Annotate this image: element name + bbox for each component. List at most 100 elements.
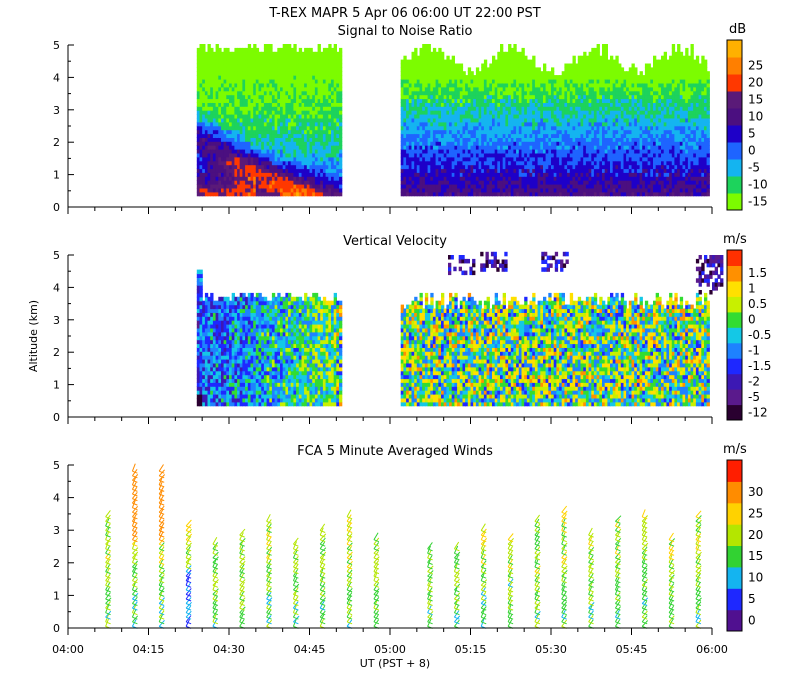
heatmap-cell xyxy=(441,98,445,103)
heatmap-cell xyxy=(304,110,308,115)
heatmap-cell xyxy=(470,94,474,100)
heatmap-cell xyxy=(526,184,531,189)
heatmap-cell xyxy=(255,184,260,189)
heatmap-cell xyxy=(438,176,442,181)
heatmap-cell xyxy=(231,187,235,193)
heatmap-cell xyxy=(400,117,404,123)
heatmap-cell xyxy=(497,137,501,142)
heatmap-cell xyxy=(215,59,219,65)
heatmap-cell xyxy=(207,168,211,173)
heatmap-cell xyxy=(223,117,227,123)
heatmap-cell xyxy=(497,75,501,80)
heatmap-cell xyxy=(207,125,211,131)
heatmap-cell xyxy=(419,125,423,131)
heatmap-cell xyxy=(443,121,447,127)
heatmap-cell xyxy=(422,117,426,123)
heatmap-cell xyxy=(247,102,252,107)
heatmap-cell xyxy=(408,191,413,197)
heatmap-cell xyxy=(282,86,286,92)
heatmap-cell xyxy=(467,90,472,96)
heatmap-cell xyxy=(559,160,563,166)
heatmap-cell xyxy=(285,79,289,84)
heatmap-cell xyxy=(285,55,289,61)
heatmap-cell xyxy=(336,79,340,84)
heatmap-cell xyxy=(419,121,423,127)
heatmap-cell xyxy=(545,187,549,193)
heatmap-cell xyxy=(467,106,472,111)
heatmap-cell xyxy=(451,137,455,142)
heatmap-cell xyxy=(317,149,321,154)
heatmap-cell xyxy=(242,180,246,185)
heatmap-cell xyxy=(296,129,300,135)
heatmap-cell xyxy=(253,79,257,84)
heatmap-cell xyxy=(510,51,515,57)
heatmap-cell xyxy=(556,168,560,173)
heatmap-cell xyxy=(339,145,343,150)
heatmap-cell xyxy=(414,86,418,92)
heatmap-cell xyxy=(492,141,496,146)
heatmap-cell xyxy=(400,110,404,115)
heatmap-cell xyxy=(242,117,246,123)
heatmap-cell xyxy=(306,129,311,135)
heatmap-cell xyxy=(288,129,292,135)
heatmap-cell xyxy=(331,129,335,135)
heatmap-cell xyxy=(502,129,506,135)
heatmap-cell xyxy=(229,137,233,142)
heatmap-cell xyxy=(545,94,549,100)
heatmap-cell xyxy=(196,156,201,162)
heatmap-cell xyxy=(293,75,297,80)
heatmap-cell xyxy=(416,102,421,107)
heatmap-cell xyxy=(263,98,268,103)
heatmap-cell xyxy=(202,47,206,53)
heatmap-cell xyxy=(532,176,536,181)
heatmap-cell xyxy=(274,106,278,111)
heatmap-cell xyxy=(207,184,211,189)
heatmap-cell xyxy=(221,79,225,84)
heatmap-cell xyxy=(451,164,455,170)
heatmap-cell xyxy=(309,125,313,131)
heatmap-cell xyxy=(502,110,506,115)
heatmap-cell xyxy=(406,121,410,127)
heatmap-cell xyxy=(301,90,305,96)
heatmap-cell xyxy=(400,67,404,72)
heatmap-cell xyxy=(293,133,297,138)
heatmap-cell xyxy=(435,129,439,135)
heatmap-cell xyxy=(489,168,493,173)
heatmap-cell xyxy=(475,71,480,76)
heatmap-cell xyxy=(331,63,335,68)
heatmap-cell xyxy=(280,156,284,162)
heatmap-cell xyxy=(435,86,439,92)
heatmap-cell xyxy=(312,75,316,80)
heatmap-cell xyxy=(548,114,552,119)
heatmap-cell xyxy=(518,102,523,107)
heatmap-cell xyxy=(419,67,423,72)
heatmap-cell xyxy=(196,79,201,84)
heatmap-cell xyxy=(403,110,407,115)
heatmap-cell xyxy=(481,168,485,173)
heatmap-cell xyxy=(492,172,496,177)
heatmap-cell xyxy=(510,75,515,80)
heatmap-cell xyxy=(443,191,447,197)
heatmap-cell xyxy=(416,184,421,189)
heatmap-cell xyxy=(306,187,311,193)
heatmap-cell xyxy=(540,121,544,127)
heatmap-cell xyxy=(204,156,209,162)
heatmap-cell xyxy=(497,184,501,189)
heatmap-cell xyxy=(470,98,474,103)
heatmap-cell xyxy=(196,51,201,57)
heatmap-cell xyxy=(204,86,209,92)
heatmap-cell xyxy=(459,184,464,189)
heatmap-cell xyxy=(551,168,555,173)
heatmap-cell xyxy=(459,164,464,170)
heatmap-cell xyxy=(312,94,316,100)
heatmap-cell xyxy=(424,160,429,166)
heatmap-cell xyxy=(247,55,252,61)
heatmap-cell xyxy=(196,172,201,177)
heatmap-cell xyxy=(553,133,557,138)
heatmap-cell xyxy=(537,98,541,103)
heatmap-cell xyxy=(290,149,294,154)
heatmap-cell xyxy=(255,55,260,61)
heatmap-cell xyxy=(290,90,294,96)
heatmap-cell xyxy=(470,86,474,92)
heatmap-cell xyxy=(269,51,273,57)
